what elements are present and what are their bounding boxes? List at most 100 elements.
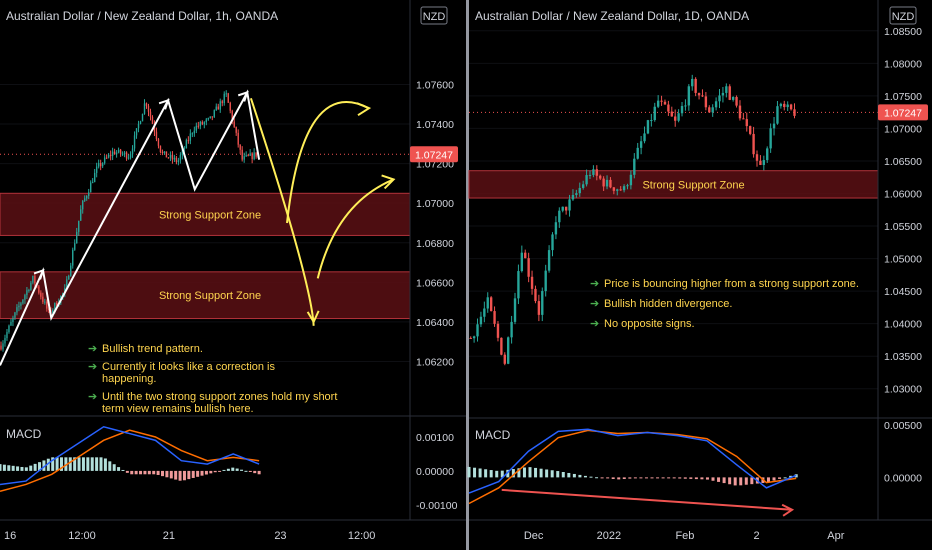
candle-body: [680, 106, 684, 114]
candle-body: [167, 157, 170, 159]
support-zone-label: Strong Support Zone: [159, 209, 261, 221]
macd-histogram-bar: [600, 477, 604, 479]
time-tick-label: Feb: [675, 530, 694, 542]
macd-histogram-bar: [59, 457, 63, 471]
macd-pane: [0, 425, 261, 492]
macd-tick-label: 0.00000: [416, 466, 454, 478]
time-axis[interactable]: Dec 2022 Feb 2 Apr: [524, 530, 845, 542]
macd-histogram-bar: [578, 474, 582, 478]
price-tick-label: 1.06400: [416, 317, 454, 329]
macd-histogram-bar: [506, 469, 510, 478]
candle-body: [203, 122, 206, 125]
price-tick-label: 1.04000: [884, 319, 922, 331]
candle-body: [111, 151, 114, 156]
candle-body: [239, 144, 241, 150]
candle-body: [99, 162, 102, 167]
candle-body: [147, 105, 150, 112]
candle-body: [223, 93, 225, 104]
currency-badge-frame[interactable]: [420, 6, 448, 25]
macd-histogram-bar: [55, 457, 59, 471]
candle-body: [205, 119, 207, 123]
candle-body: [619, 189, 622, 191]
candle-body: [117, 149, 120, 153]
candle-body: [171, 154, 174, 160]
macd-histogram-bar: [147, 470, 151, 475]
candle-body: [181, 149, 184, 155]
macd-histogram-bar: [68, 457, 72, 471]
macd-histogram-bar: [717, 477, 721, 482]
price-tick-label: 1.06000: [884, 188, 922, 200]
candle-body: [16, 307, 18, 313]
macd-histogram-bar: [711, 477, 715, 481]
candle-body: [612, 187, 616, 191]
macd-label: MACD: [475, 428, 511, 442]
candle-body: [175, 157, 178, 163]
candle-body: [109, 154, 112, 156]
arrowhead: [381, 174, 396, 190]
candle-body: [157, 138, 160, 146]
candle-body: [40, 292, 42, 297]
candle-body: [677, 113, 680, 121]
candle-body: [725, 86, 728, 93]
candle-body: [97, 162, 100, 167]
candle-body: [646, 120, 650, 134]
macd-line: [468, 428, 797, 494]
macd-histogram-bar: [583, 475, 587, 478]
candle-body: [56, 302, 58, 306]
currency-badge[interactable]: NZD: [892, 11, 915, 23]
macd-tick-label: -0.00100: [416, 500, 458, 512]
bullet-arrow-icon: ➔: [590, 278, 599, 290]
macd-axis[interactable]: 0.00100 0.00000 -0.00100: [416, 432, 458, 512]
candle-body: [4, 338, 6, 344]
candle-body: [670, 111, 673, 117]
candle-body: [145, 103, 148, 106]
candle-body: [721, 92, 725, 96]
candle-body: [185, 140, 188, 149]
candle-body: [697, 92, 701, 96]
candle-body: [479, 316, 483, 325]
macd-histogram-bar: [705, 477, 709, 480]
candle-body: [103, 157, 106, 164]
macd-histogram-bar: [160, 470, 164, 477]
macd-histogram-bar: [778, 477, 782, 479]
price-tick-label: 1.08500: [884, 26, 922, 38]
macd-histogram-bar: [772, 477, 776, 481]
macd-histogram-bar: [528, 467, 532, 478]
price-tick-label: 1.07500: [884, 91, 922, 103]
macd-axis[interactable]: 0.00500 0.00000: [884, 420, 922, 484]
bullet-arrow-icon: ➔: [88, 391, 97, 403]
macd-histogram-bar: [661, 477, 665, 479]
macd-histogram-bar: [683, 477, 687, 479]
candle-body: [656, 100, 660, 107]
candle-body: [183, 148, 186, 150]
candle-body: [544, 270, 547, 292]
price-axis[interactable]: 1.08500 1.08000 1.07500 1.07000 1.06500 1.060…: [884, 26, 922, 396]
price-tick-label: 1.03000: [884, 384, 922, 396]
macd-histogram-bar: [248, 470, 252, 472]
candle-body: [534, 288, 537, 302]
macd-histogram-bar: [511, 469, 515, 478]
macd-histogram-bar: [51, 457, 55, 471]
candle-body: [34, 275, 36, 284]
currency-badge[interactable]: NZD: [423, 11, 446, 23]
support-zone: [468, 170, 879, 199]
macd-histogram-bar: [611, 477, 615, 479]
macd-histogram-bar: [134, 470, 138, 475]
macd-histogram-bar: [139, 470, 143, 475]
macd-pane: [467, 428, 798, 517]
candle-body: [225, 93, 227, 95]
macd-histogram-bar: [622, 477, 626, 480]
macd-histogram-bar: [595, 477, 599, 479]
currency-badge-frame[interactable]: [889, 6, 917, 25]
candles: [0, 90, 259, 352]
macd-histogram-bar: [143, 470, 147, 475]
projection-arrows: [249, 98, 396, 326]
macd-histogram-bar: [606, 477, 610, 479]
macd-histogram-bar: [667, 477, 671, 479]
candle-body: [219, 101, 221, 110]
candle-body: [149, 111, 152, 118]
candle-body: [711, 107, 714, 113]
candle-body: [119, 149, 122, 154]
candle-body: [755, 154, 759, 161]
time-axis[interactable]: 16 12:00 21 23 12:00: [4, 530, 375, 542]
